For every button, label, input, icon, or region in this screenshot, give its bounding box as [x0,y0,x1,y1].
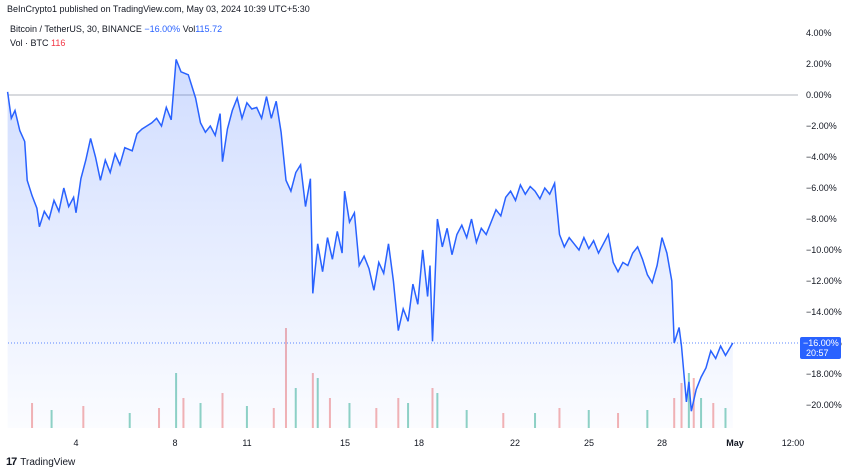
symbol-name[interactable]: Bitcoin / TetherUS, 30, BINANCE [10,24,142,34]
y-tick-label: 2.00% [806,59,832,69]
publish-info: BeInCrypto1 published on TradingView.com… [7,4,310,14]
x-tick-label: May [726,438,744,448]
y-tick-label: −2.00% [806,121,837,131]
y-tick-label: −12.00% [806,276,842,286]
x-tick-label: 12:00 [782,438,805,448]
x-axis: 4 8 11 15 18 22 25 28 May 12:00 [73,438,804,448]
tradingview-brand[interactable]: 17 TradingView [6,456,75,468]
y-tick-label: −14.00% [806,307,842,317]
y-tick-label: −6.00% [806,183,837,193]
y-tick-label: −8.00% [806,214,837,224]
vol-value: 115.72 [195,24,223,34]
last-price-badge-countdown: 20:57 [806,348,829,358]
x-tick-label: 18 [414,438,424,448]
x-tick-label: 25 [584,438,594,448]
last-price-badge-value: −16.00% [803,338,839,348]
y-axis: 4.00% 2.00% 0.00% −2.00% −4.00% −6.00% −8.00% −… [806,28,842,410]
symbol-change: −16.00% [144,24,181,34]
y-tick-label: −20.00% [806,400,842,410]
vol-label: Vol [182,24,196,34]
x-tick-label: 15 [340,438,350,448]
y-tick-label: −18.00% [806,369,842,379]
last-price-badge-bg [800,337,841,359]
y-tick-label: −10.00% [806,245,842,255]
last-price-badge: −16.00% 20:57 [800,337,841,359]
x-tick-label: 28 [657,438,667,448]
x-tick-label: 11 [242,438,251,448]
volume-row: Vol · BTC 116 [10,36,222,50]
price-area-fill [7,59,733,429]
x-tick-label: 4 [73,438,78,448]
y-tick-label: −4.00% [806,152,837,162]
y-tick-label: 4.00% [806,28,832,38]
x-tick-label: 22 [510,438,520,448]
price-line [6,59,734,412]
volume-series-name[interactable]: Vol · BTC [10,38,49,48]
volume-series-value: 116 [51,38,66,48]
brand-name: TradingView [20,456,76,468]
tradingview-logo-icon: 17 [6,456,17,468]
x-tick-label: 8 [172,438,177,448]
y-tick-label: 0.00% [806,90,832,100]
chart-legend: Bitcoin / TetherUS, 30, BINANCE −16.00% … [10,22,222,50]
symbol-row: Bitcoin / TetherUS, 30, BINANCE −16.00% … [10,22,222,36]
